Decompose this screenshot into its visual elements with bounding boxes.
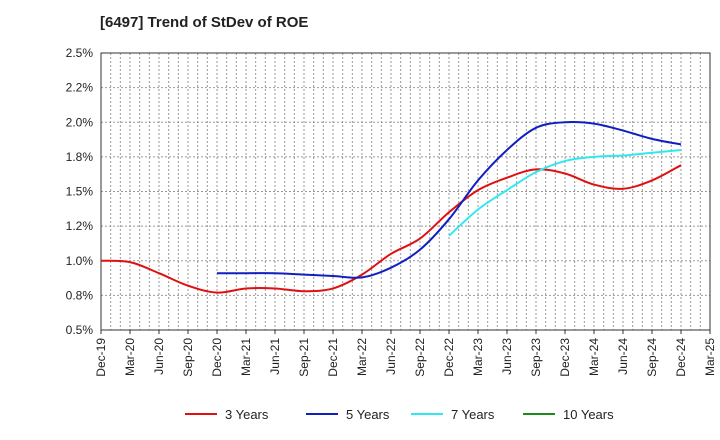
- x-tick-label: Mar-20: [123, 338, 137, 376]
- series-line-5-years: [217, 120, 682, 279]
- x-tick-label: Jun-21: [268, 338, 282, 375]
- x-tick-label: Sep-22: [413, 338, 427, 377]
- y-tick-label: 2.2%: [66, 81, 94, 95]
- x-tick-label: Mar-24: [587, 338, 601, 376]
- y-tick-label: 1.0%: [66, 254, 94, 268]
- plot-area: [100, 52, 711, 331]
- x-tick-label: Dec-21: [326, 338, 340, 377]
- y-tick-label: 2.0%: [66, 115, 94, 129]
- legend-label-7-years: 7 Years: [451, 407, 495, 422]
- y-tick-label: 0.8%: [66, 288, 94, 302]
- series-line-7-years: [448, 148, 682, 237]
- y-axis: 0.5% 0.8% 1.0% 1.2% 1.5% 1.8% 2.0% 2.2% 2.5%: [66, 46, 94, 337]
- x-tick-label: Sep-24: [645, 338, 659, 377]
- x-tick-label: Jun-24: [616, 338, 630, 375]
- legend-label-10-years: 10 Years: [563, 407, 614, 422]
- x-axis: Dec-19 Mar-20 Jun-20 Sep-20 Dec-20 Mar-21 Jun-…: [94, 330, 717, 377]
- x-tick-label: Mar-25: [703, 338, 717, 376]
- x-tick-label: Jun-22: [384, 338, 398, 375]
- chart-title: [6497] Trend of StDev of ROE: [100, 14, 309, 31]
- series-lines: [100, 120, 682, 294]
- x-tick-label: Sep-21: [297, 338, 311, 377]
- legend: 3 Years 5 Years 7 Years 10 Years: [185, 407, 614, 422]
- y-tick-label: 1.5%: [66, 185, 94, 199]
- legend-label-5-years: 5 Years: [346, 407, 390, 422]
- x-tick-label: Dec-24: [674, 338, 688, 377]
- x-tick-label: Jun-23: [500, 338, 514, 375]
- x-tick-label: Dec-19: [94, 338, 108, 377]
- x-tick-label: Mar-22: [355, 338, 369, 376]
- x-tick-label: Dec-20: [210, 338, 224, 377]
- y-tick-label: 1.8%: [66, 150, 94, 164]
- x-tick-label: Dec-22: [442, 338, 456, 377]
- grid: [101, 53, 710, 330]
- y-tick-label: 0.5%: [66, 323, 94, 337]
- x-tick-label: Jun-20: [152, 338, 166, 375]
- x-tick-label: Dec-23: [558, 338, 572, 377]
- x-tick-label: Sep-23: [529, 338, 543, 377]
- x-tick-label: Mar-23: [471, 338, 485, 376]
- x-tick-label: Sep-20: [181, 338, 195, 377]
- y-tick-label: 2.5%: [66, 46, 94, 60]
- x-tick-label: Mar-21: [239, 338, 253, 376]
- y-tick-label: 1.2%: [66, 219, 94, 233]
- legend-label-3-years: 3 Years: [225, 407, 269, 422]
- series-line-3-years: [100, 164, 682, 294]
